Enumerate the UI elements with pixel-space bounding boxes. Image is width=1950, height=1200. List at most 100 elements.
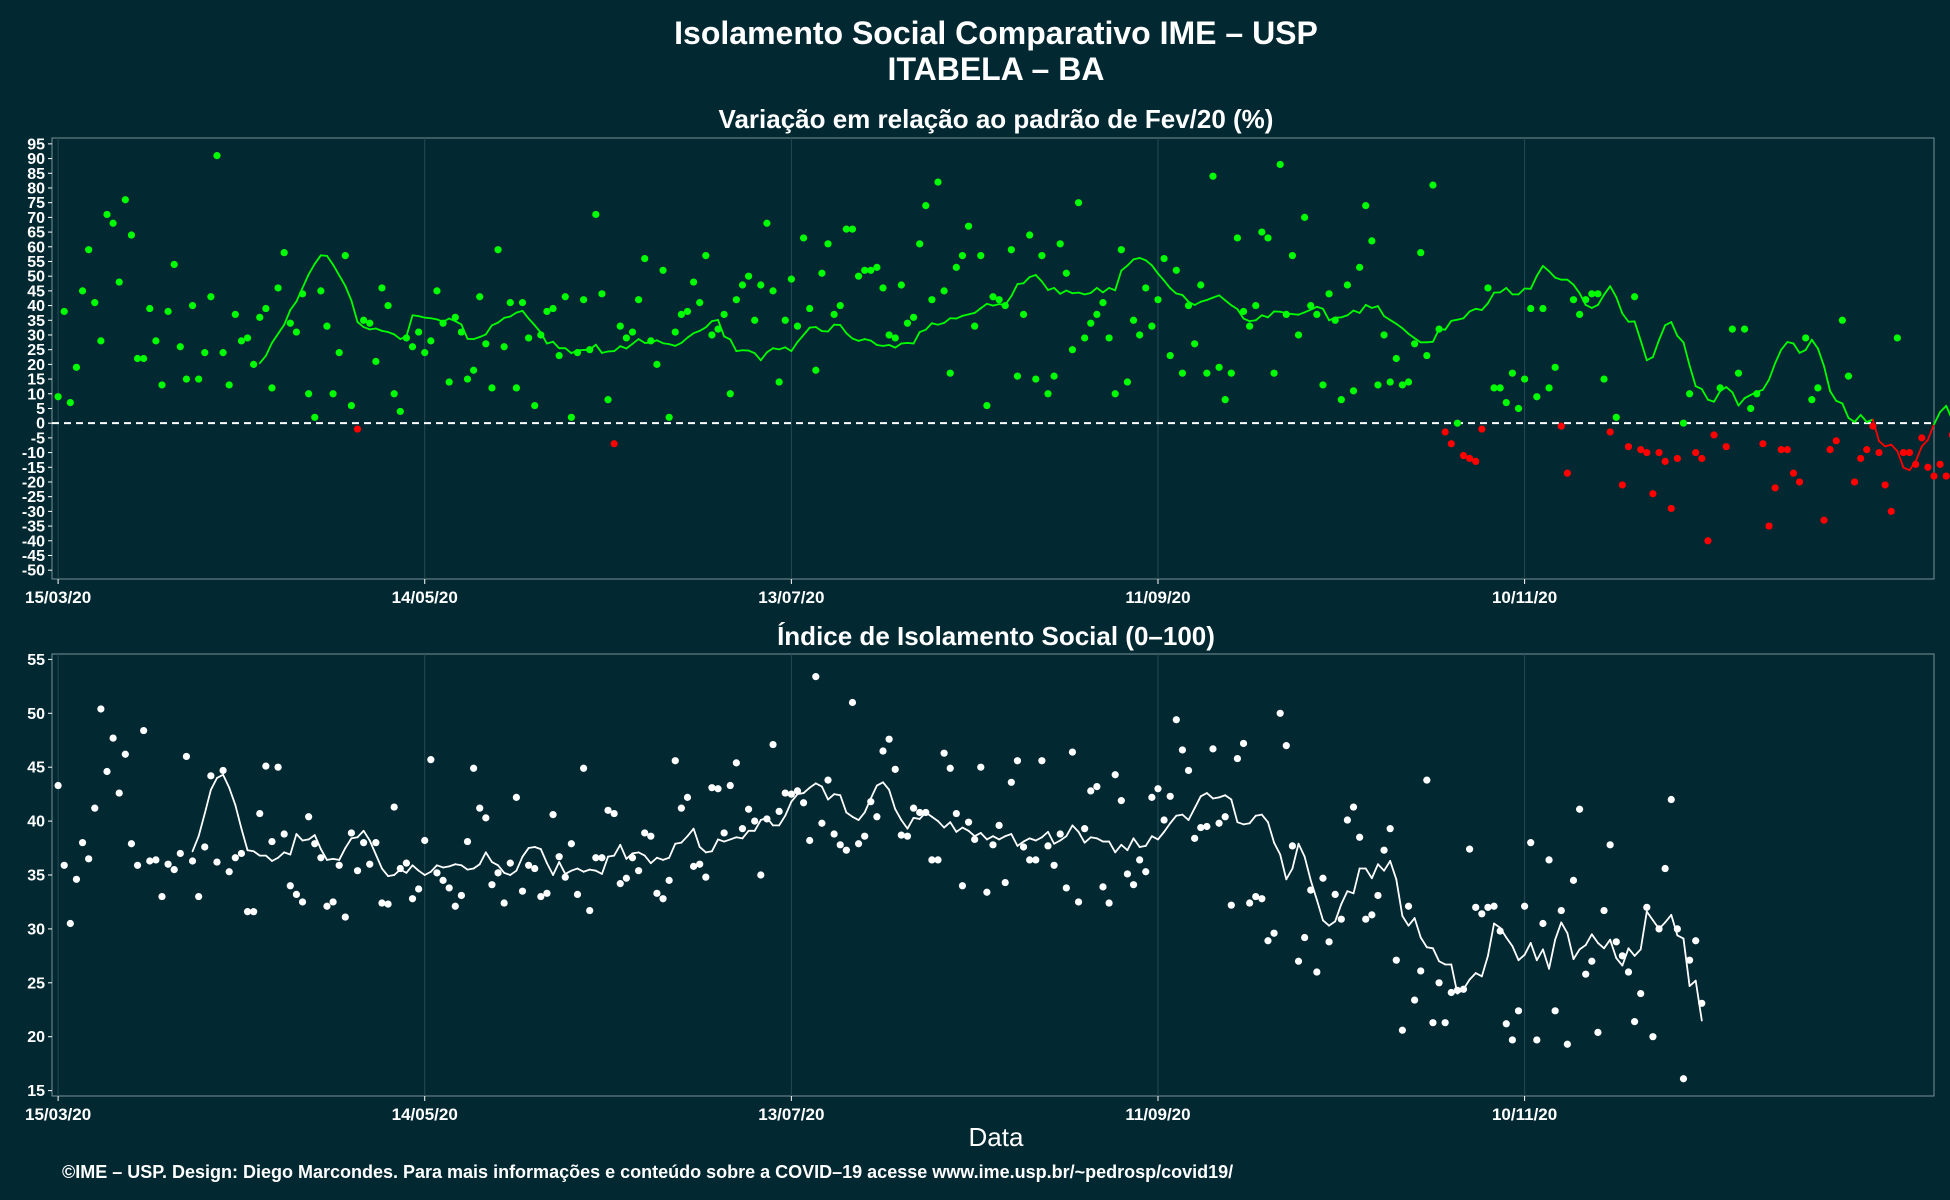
- data-point: [641, 829, 649, 837]
- data-point: [732, 296, 740, 304]
- moving-average-segment: [405, 864, 414, 874]
- data-point: [256, 809, 264, 818]
- moving-average-segment: [723, 838, 732, 843]
- data-point: [1569, 876, 1578, 884]
- y-tick-label: 90: [27, 151, 45, 168]
- moving-average-segment: [1535, 948, 1544, 962]
- moving-average-segment: [533, 846, 542, 851]
- data-point: [1630, 293, 1639, 301]
- moving-average-segment: [1383, 860, 1392, 872]
- data-point: [775, 378, 783, 386]
- data-point: [482, 340, 490, 348]
- data-point: [1087, 319, 1095, 327]
- data-point: [237, 849, 246, 858]
- moving-average-segment: [1163, 822, 1172, 833]
- moving-average-segment: [1181, 813, 1190, 821]
- moving-average-segment: [1205, 792, 1214, 800]
- moving-average-segment: [368, 327, 377, 331]
- data-point: [1191, 340, 1199, 348]
- data-point: [751, 817, 759, 825]
- moving-average-segment: [1163, 279, 1172, 290]
- data-point: [372, 839, 380, 847]
- moving-average-segment: [564, 347, 573, 355]
- moving-average-segment: [1089, 287, 1098, 294]
- data-point: [787, 790, 795, 798]
- moving-average-segment: [1065, 824, 1074, 838]
- moving-average-segment: [906, 342, 915, 345]
- moving-average-segment: [1114, 269, 1123, 292]
- data-point: [971, 835, 979, 844]
- moving-average-segment: [692, 827, 701, 848]
- y-tick-label: -40: [22, 533, 45, 550]
- y-tick-label: 95: [27, 136, 45, 153]
- data-point: [78, 839, 87, 847]
- data-point: [231, 310, 239, 318]
- data-point: [1539, 919, 1547, 928]
- data-point: [1246, 899, 1254, 907]
- moving-average-segment: [546, 340, 554, 345]
- data-point: [1398, 1026, 1406, 1034]
- y-tick-label: 15: [27, 372, 45, 389]
- moving-average-segment: [1682, 341, 1691, 367]
- data-point: [1569, 296, 1578, 304]
- y-tick-label: 45: [27, 283, 45, 300]
- data-point: [763, 219, 771, 227]
- moving-average-segment: [772, 347, 781, 351]
- data-point: [396, 407, 404, 416]
- data-point: [1301, 933, 1309, 942]
- data-point: [799, 799, 808, 807]
- moving-average-segment: [741, 829, 750, 840]
- data-point: [1356, 263, 1364, 271]
- data-point: [1624, 443, 1633, 451]
- moving-average-segment: [1743, 394, 1752, 400]
- data-point: [470, 366, 478, 374]
- data-point: [323, 322, 331, 330]
- moving-average-segment: [863, 338, 872, 342]
- data-point: [1032, 375, 1040, 383]
- data-point: [1545, 384, 1553, 392]
- moving-average-segment: [1364, 867, 1373, 880]
- data-point: [1203, 369, 1211, 377]
- moving-average-segment: [1920, 439, 1929, 448]
- moving-average-segment: [1254, 314, 1263, 322]
- data-point: [1545, 856, 1553, 864]
- data-point: [1386, 825, 1394, 833]
- data-point: [555, 351, 563, 360]
- y-tick-label: 20: [27, 1029, 45, 1046]
- data-point: [1178, 746, 1187, 754]
- data-point: [121, 196, 129, 204]
- data-point: [207, 293, 215, 301]
- data-point: [1765, 522, 1773, 530]
- moving-average-segment: [356, 829, 365, 839]
- x-tick-label: 10/11/20: [1492, 1105, 1557, 1124]
- moving-average-segment: [423, 870, 432, 876]
- moving-average-segment: [1664, 321, 1673, 327]
- moving-average-segment: [625, 342, 634, 350]
- data-point: [744, 805, 753, 813]
- data-point: [671, 757, 679, 765]
- moving-average-segment: [839, 324, 848, 335]
- data-point: [781, 316, 789, 324]
- data-point: [1655, 925, 1663, 933]
- data-point: [1826, 446, 1834, 454]
- moving-average-segment: [454, 320, 463, 326]
- data-point: [1294, 957, 1303, 965]
- data-point: [1136, 331, 1144, 339]
- data-point: [861, 832, 869, 840]
- panel1-title: Variação em relação ao padrão de Fev/20 …: [719, 104, 1274, 134]
- y-tick-label: -45: [22, 548, 45, 565]
- data-point: [1600, 906, 1608, 915]
- moving-average-segment: [674, 342, 683, 347]
- data-point: [1747, 404, 1755, 413]
- moving-average-segment: [1077, 291, 1086, 296]
- moving-average-segment: [1609, 285, 1618, 298]
- moving-average-segment: [1077, 830, 1086, 844]
- data-point: [964, 818, 973, 826]
- data-point: [1893, 334, 1901, 342]
- data-point: [1551, 363, 1559, 371]
- data-point: [195, 892, 203, 901]
- data-point: [378, 284, 386, 292]
- moving-average-segment: [1059, 835, 1068, 842]
- moving-average-segment: [491, 321, 499, 327]
- moving-average-segment: [1193, 795, 1202, 810]
